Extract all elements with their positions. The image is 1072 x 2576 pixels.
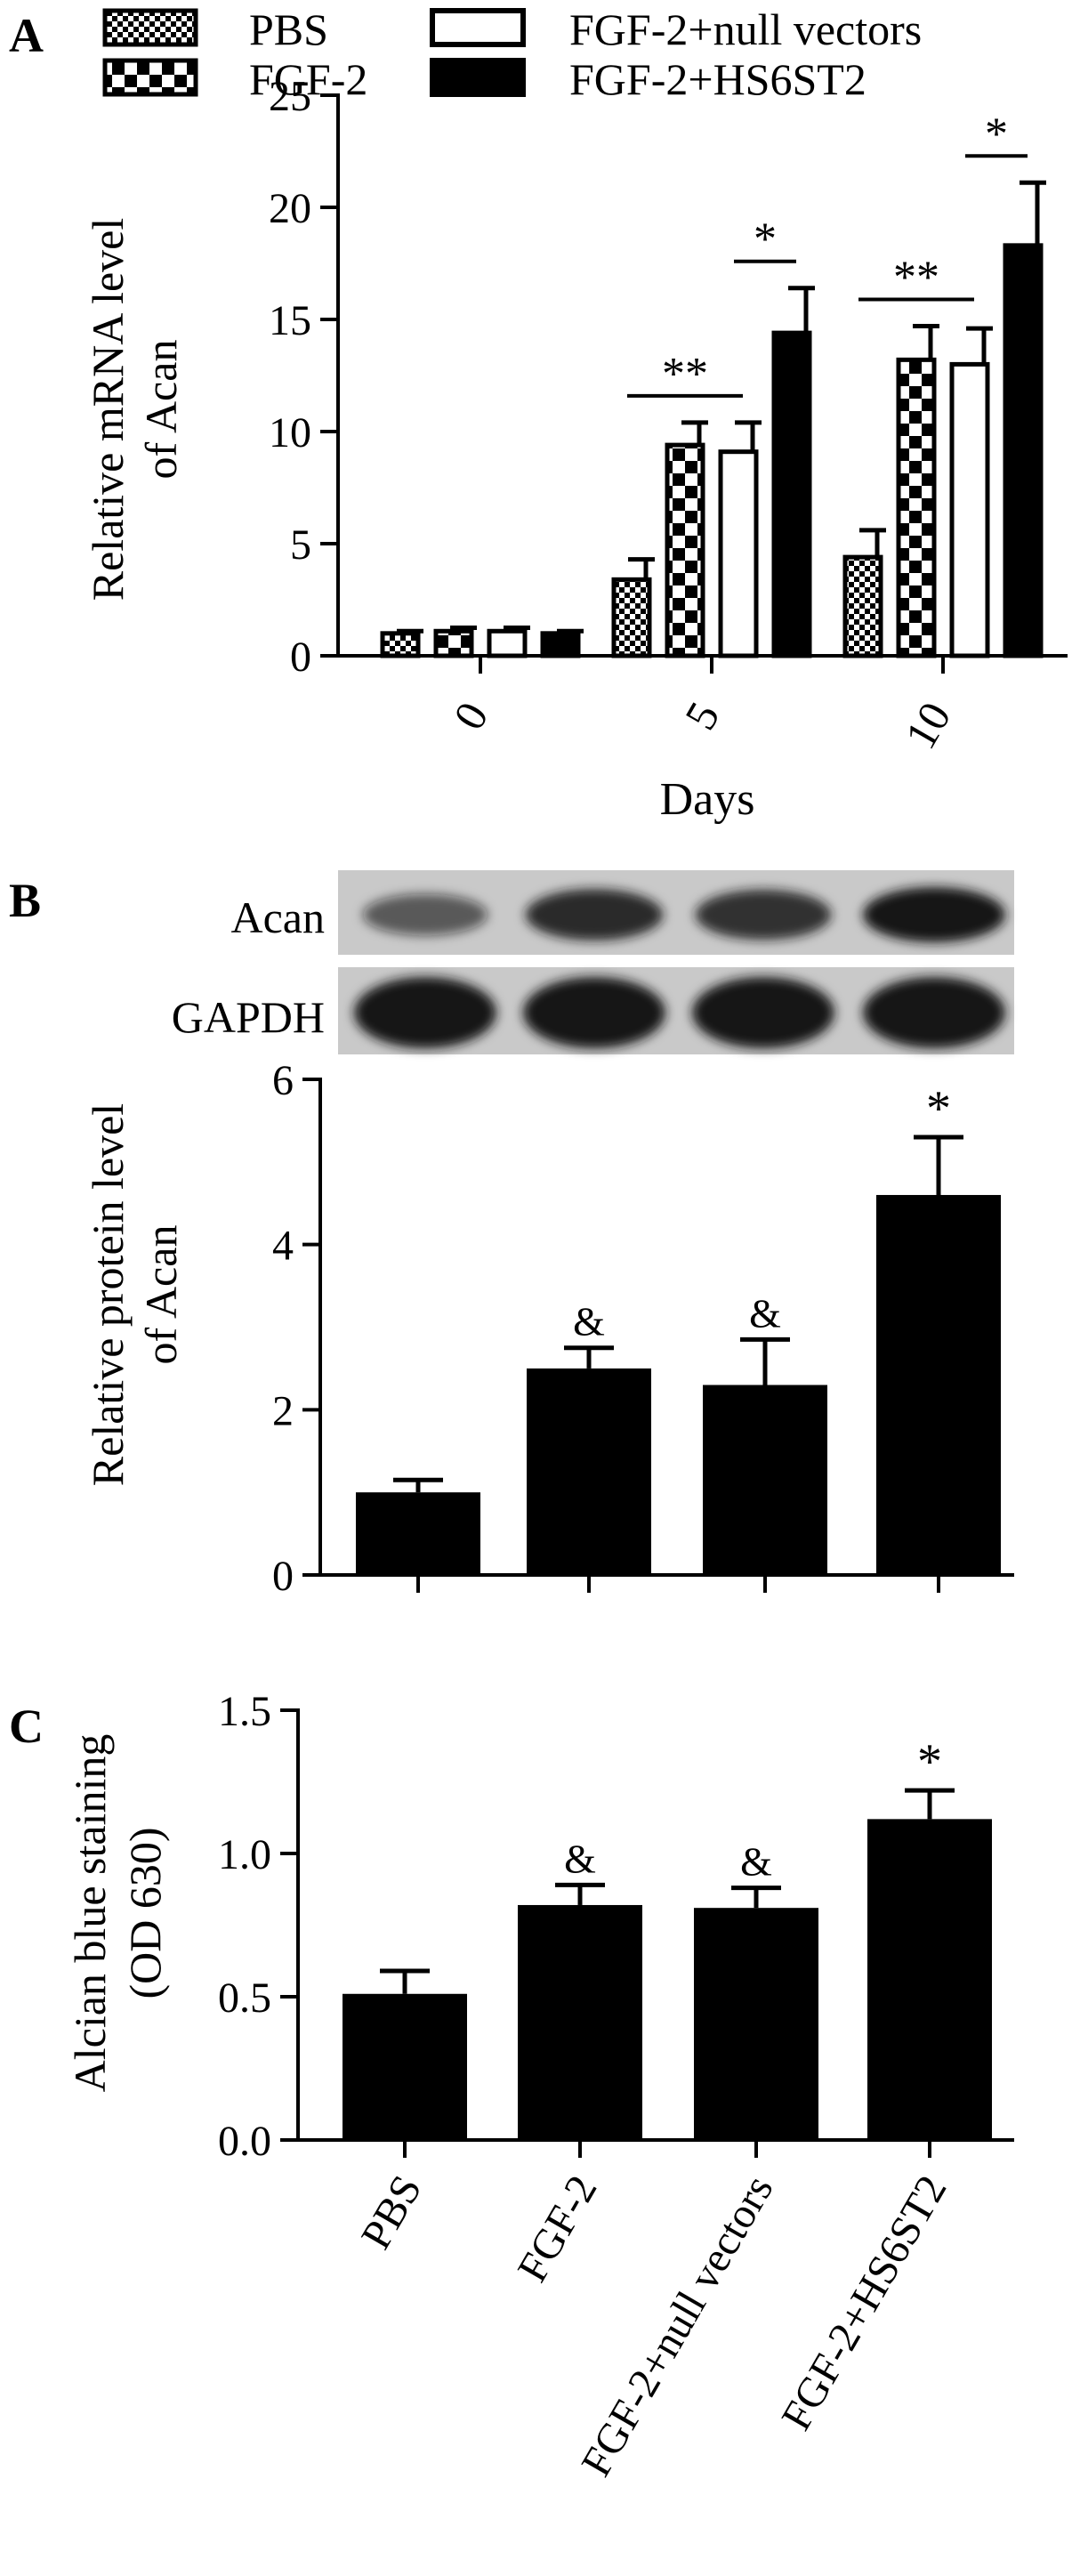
bar-a-day10-fgf-2-null-vectors — [949, 361, 990, 658]
bar-a-day0-fgf-2 — [433, 628, 474, 658]
chart-a-xtick-label: 5 — [675, 694, 729, 739]
legend-item-hs6st2: FGF-2+HS6ST2 — [430, 54, 866, 104]
legend-swatch-fgf2 — [102, 58, 198, 97]
chart-b-data-label: & — [749, 1290, 781, 1336]
panel-label-a: A — [9, 9, 44, 62]
chart-a-xtick-label: 0 — [444, 694, 498, 739]
chart-b-ytick-label: 4 — [272, 1223, 294, 1270]
significance-label-a: * — [754, 214, 777, 265]
western-blot: Acan GAPDH — [172, 870, 1014, 1054]
chart-a-ytick-label: 15 — [269, 297, 311, 344]
chart-a-ytick-label: 20 — [269, 185, 311, 232]
blot-band-acan-lane-4 — [863, 887, 1005, 942]
blot-band-acan-lane-3 — [695, 889, 832, 941]
significance-label-a: ** — [662, 349, 708, 400]
chart-c-data-label: & — [740, 1839, 772, 1885]
chart-a-ytick-label: 0 — [290, 634, 311, 681]
bar-a-day5-fgf-2 — [665, 442, 705, 658]
bar-a-day0-fgf-2-hs6st2 — [540, 631, 581, 658]
significance-label-a: ** — [893, 253, 939, 303]
chart-b: Relative protein level of Acan 0 2 4 6 & & * — [83, 1057, 1014, 1600]
chart-c-bar-fgf-2 — [518, 1904, 642, 2140]
legend: PBS FGF-2 FGF-2+null vectors FGF-2+HS6ST… — [102, 4, 922, 104]
blot-band-gapdh-lane-4 — [863, 977, 1005, 1048]
chart-a: Relative mRNA level of Acan Days 0 5 10 15 2… — [83, 73, 1068, 825]
chart-a-ylabel2: of Acan — [136, 340, 186, 480]
chart-a-ytick-label: 10 — [269, 409, 311, 456]
blot-band-gapdh-lane-2 — [523, 977, 665, 1048]
chart-a-ylabel: Relative mRNA level — [83, 218, 133, 601]
chart-c-ytick-label: 1.0 — [218, 1831, 271, 1878]
chart-b-bar-fgf-2 — [527, 1368, 651, 1575]
chart-c-xtick-label: FGF-2+null vectors — [572, 2168, 782, 2484]
bar-a-day10-fgf-2-hs6st2 — [1003, 243, 1044, 658]
chart-a-ytick-label: 25 — [269, 73, 311, 120]
chart-b-data-label: * — [926, 1081, 951, 1136]
chart-b-bar-pbs — [356, 1492, 480, 1575]
chart-c-ylabel2: (OD 630) — [120, 1827, 170, 1999]
blot-band-acan-lane-1 — [362, 893, 488, 936]
bar-a-day5-fgf-2-hs6st2 — [771, 330, 812, 658]
chart-a-xlabel: Days — [660, 774, 755, 825]
bar-a-day5-pbs — [611, 577, 652, 658]
legend-label-pbs: PBS — [249, 4, 328, 54]
legend-item-null-vectors: FGF-2+null vectors — [430, 4, 922, 54]
chart-b-data-label: & — [573, 1299, 605, 1345]
chart-c-data-label: & — [564, 1836, 596, 1881]
blot-band-gapdh-lane-3 — [692, 977, 834, 1048]
chart-c-ytick-label: 0.0 — [218, 2118, 271, 2165]
panel-label-b: B — [9, 874, 41, 927]
chart-b-ytick-label: 0 — [272, 1553, 294, 1600]
legend-item-fgf2: FGF-2 — [102, 54, 367, 104]
chart-b-bar-fgf-2-null-vectors — [703, 1385, 827, 1575]
chart-c-xtick-label: PBS — [352, 2168, 431, 2257]
chart-c-xtick-label: FGF-2+HS6ST2 — [772, 2168, 955, 2438]
legend-item-pbs: PBS — [102, 4, 328, 54]
blot-band-gapdh-lane-1 — [354, 977, 496, 1048]
chart-c-bar-fgf-2-null-vectors — [694, 1908, 818, 2140]
bar-a-day0-fgf-2-null-vectors — [487, 628, 528, 658]
chart-c-ytick-label: 1.5 — [218, 1688, 271, 1735]
blot-label-acan: Acan — [231, 892, 326, 942]
legend-swatch-null-vectors — [430, 8, 526, 47]
legend-swatch-hs6st2 — [430, 58, 526, 97]
chart-c-ylabel: Alcian blue staining — [65, 1734, 115, 2093]
blot-band-acan-lane-2 — [525, 889, 664, 941]
bar-a-day10-fgf-2 — [896, 357, 937, 658]
legend-swatch-pbs — [102, 8, 198, 47]
chart-c-data-label: * — [917, 1734, 942, 1789]
chart-a-xtick-label: 10 — [895, 694, 960, 757]
chart-b-ytick-label: 6 — [272, 1057, 294, 1104]
panel-label-c: C — [9, 1700, 44, 1753]
bar-a-day5-fgf-2-null-vectors — [718, 449, 759, 658]
chart-c: Alcian blue staining (OD 630) 0.0 0.5 1.0 1… — [65, 1688, 1014, 2484]
bar-a-day10-pbs — [842, 554, 883, 658]
chart-b-ylabel2: of Acan — [136, 1225, 186, 1365]
chart-c-bar-pbs — [343, 1993, 467, 2140]
chart-c-xtick-label: FGF-2 — [509, 2168, 607, 2289]
legend-label-fgf2: FGF-2 — [249, 54, 367, 104]
chart-c-bar-fgf-2-hs6st2 — [867, 1819, 992, 2140]
chart-b-bar-fgf-2-hs6st2 — [876, 1194, 1001, 1575]
bar-a-day0-pbs — [380, 631, 421, 658]
chart-b-ytick-label: 2 — [272, 1387, 294, 1434]
legend-label-null-vectors: FGF-2+null vectors — [569, 4, 922, 54]
chart-a-ytick-label: 5 — [290, 521, 311, 569]
blot-label-gapdh: GAPDH — [172, 992, 325, 1042]
significance-label-a: * — [985, 109, 1008, 159]
chart-c-ytick-label: 0.5 — [218, 1974, 271, 2022]
legend-label-hs6st2: FGF-2+HS6ST2 — [569, 54, 866, 104]
chart-b-ylabel: Relative protein level — [83, 1103, 133, 1486]
